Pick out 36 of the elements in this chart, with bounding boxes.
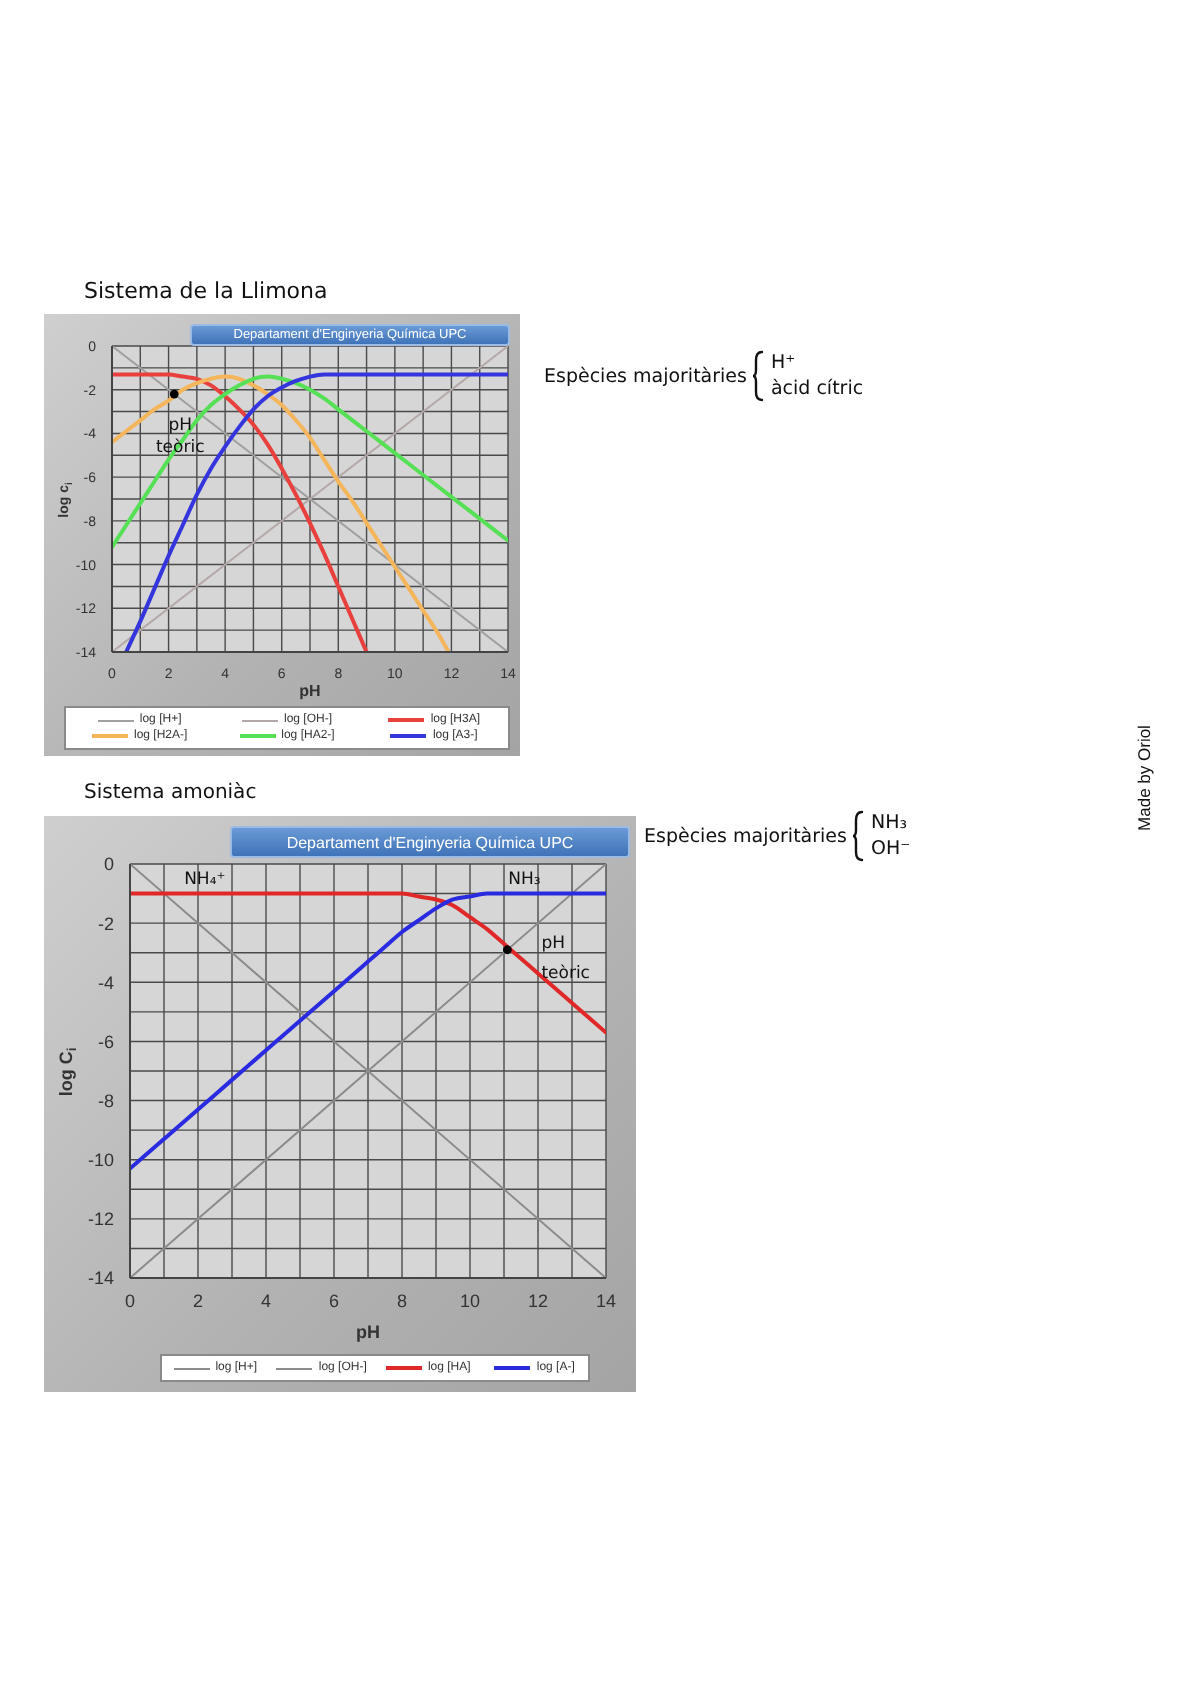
y-tick-label: -8 [97, 1090, 114, 1111]
y-tick-label: -14 [87, 1268, 114, 1289]
line-series [112, 372, 369, 652]
text: àcid cítric [770, 376, 864, 402]
text: Espècies majoritàries [544, 365, 747, 387]
x-tick-label: 4 [260, 1290, 272, 1311]
x-tick-label: 12 [527, 1290, 549, 1311]
y-tick-label: 0 [103, 854, 114, 875]
text: NH₃ [870, 810, 910, 836]
line-series [130, 891, 606, 1171]
line-series [112, 374, 451, 652]
y-tick-label: -6 [97, 1031, 114, 1052]
y-tick-label: -12 [87, 1209, 114, 1230]
chart-title: Sistema amoniàc [84, 782, 257, 804]
y-tick-label: -2 [97, 913, 114, 934]
x-tick-label: 10 [459, 1290, 481, 1311]
chart-title: Sistema de la Llimona [84, 278, 328, 304]
text: Made by Oriol [1134, 725, 1154, 831]
text: H⁺ [770, 350, 798, 376]
x-axis-title: pH [299, 682, 321, 700]
x-axis-title: pH [356, 1322, 380, 1342]
y-tick-label: -4 [97, 972, 114, 993]
x-tick-label: 14 [595, 1290, 617, 1311]
x-tick-label: 0 [124, 1290, 136, 1311]
text: Espècies majoritàries [644, 825, 847, 847]
x-tick-label: 2 [192, 1290, 204, 1311]
chart-subtitle: Departament d'Enginyeria Química UPC [286, 833, 574, 851]
annotation: NH₄⁺ [184, 869, 226, 890]
line-series [130, 891, 606, 1035]
x-tick-label: 6 [328, 1290, 340, 1311]
series-label: pH teòric [541, 933, 591, 984]
y-tick-label: -10 [87, 1150, 114, 1171]
annotation: NH₃ [508, 869, 541, 890]
line-series [112, 374, 508, 550]
x-tick-label: 8 [396, 1290, 408, 1311]
text: OH⁻ [870, 836, 911, 862]
